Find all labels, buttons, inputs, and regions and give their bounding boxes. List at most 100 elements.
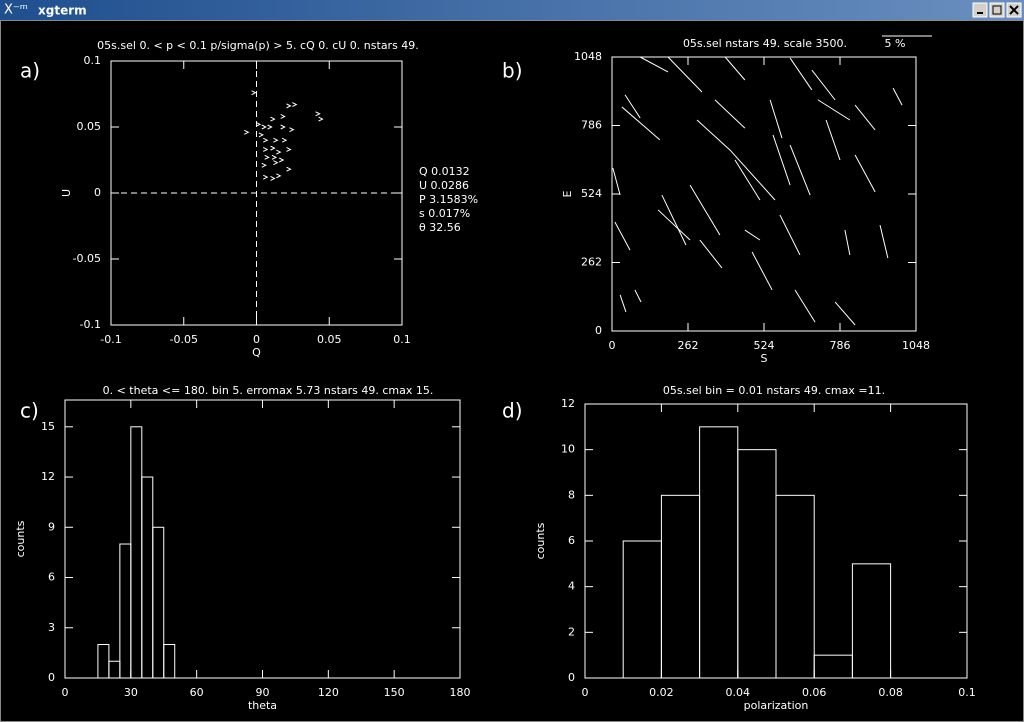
x-tick-label: 180 [450,686,471,699]
maximize-icon [992,5,1002,15]
panel-label: d) [502,399,523,423]
histogram-bar [775,494,815,679]
polarization-vector [667,56,703,93]
x-axis-label: Q [252,346,261,359]
data-point [281,137,288,143]
histogram-bar [163,644,176,679]
y-tick-label: 6 [568,534,575,547]
data-point [286,166,292,172]
y-tick-label: 2 [568,625,575,638]
data-point [315,111,321,117]
chart-title: 05s.sel 0. < p < 0.1 p/sigma(p) > 5. cQ … [97,39,419,52]
x-tick-label: 120 [318,686,339,699]
y-tick-label: 12 [561,397,575,410]
x-tick-label: 786 [830,339,851,352]
data-point [279,157,285,163]
y-axis-label: U [60,189,73,197]
x-tick-label: 60 [190,686,204,699]
x-tick-label: 0 [582,686,589,699]
maximize-button[interactable] [989,2,1005,18]
y-tick-label: 0.05 [77,120,102,133]
polarization-vector [621,106,661,141]
x-tick-label: 90 [256,686,270,699]
polarization-vector [661,194,687,246]
y-axis-label: E [561,190,574,197]
panel-label: a) [20,59,40,83]
y-tick-label: -0.05 [73,252,101,265]
polarization-vector [794,289,816,323]
polarization-vector [844,229,851,256]
polarization-vector [614,221,631,251]
data-point [270,145,276,151]
polarization-vector [825,119,841,161]
polarization-vector [817,99,851,121]
data-point [318,116,324,122]
y-tick-label: 8 [568,488,575,501]
polarization-vector [879,224,889,259]
data-point [261,124,267,130]
polarization-vector [619,294,627,313]
scale-label: 5 % [885,37,906,50]
x-tick-label: 524 [754,339,775,352]
data-point [270,176,276,181]
y-tick-label: 0 [48,671,55,684]
title-bar [0,0,1024,20]
chart-title: 05s.sel nstars 49. scale 3500. [683,37,847,50]
data-point [267,124,273,130]
polarization-vector [751,251,773,291]
polarization-vector [714,99,746,129]
x-tick-label: 0.02 [649,686,674,699]
data-point [271,154,278,160]
x-tick-label: 150 [384,686,405,699]
chart-title: 0. < theta <= 180. bin 5. erromax 5.73 n… [103,384,434,397]
histogram-bar [152,526,165,679]
data-point [273,137,279,143]
x-tick-label: 0.08 [878,686,903,699]
x-axis-label: polarization [744,699,809,712]
minimize-button[interactable] [972,2,988,18]
y-tick-label: 9 [48,520,55,533]
x-tick-label: -0.1 [100,333,121,346]
y-tick-label: 10 [561,443,575,456]
polarization-vector [639,56,669,73]
data-point [276,149,282,155]
polarization-vector [779,214,801,256]
x-tick-label: 0.1 [958,686,976,699]
y-tick-label: -0.1 [80,318,101,331]
data-point [286,146,292,152]
polarization-vector [769,99,783,139]
data-point [251,90,257,96]
y-tick-label: 12 [41,470,55,483]
data-point [292,102,298,108]
panel-label: c) [20,399,39,423]
window-buttons [972,2,1022,18]
annotation: P 3.1583% [419,193,478,206]
y-tick-label: 4 [568,580,575,593]
x-tick-label: 0 [253,333,260,346]
x-tick-label: 0.04 [726,686,751,699]
polarization-vector [724,56,746,81]
x-axis-label: theta [248,699,277,712]
data-point [263,146,269,152]
y-tick-label: 0 [94,186,101,199]
polarization-vector [689,184,721,236]
y-axis-label: counts [534,522,547,559]
annotation: Q 0.0132 [419,165,470,178]
x-tick-label: 0.1 [393,333,411,346]
x-axis-label: S [761,352,768,365]
polarization-vector [789,57,813,91]
y-tick-label: 1048 [574,50,602,63]
y-tick-label: 0.1 [84,54,102,67]
polarization-vector [772,134,791,186]
data-point [244,129,250,135]
polarization-vector [634,289,642,303]
y-tick-label: 3 [48,621,55,634]
polarization-vector [734,159,761,201]
window-icon[interactable]: X⁻ᵐ [4,3,28,18]
annotation: U 0.0286 [419,179,469,192]
data-point [289,127,295,133]
data-point [264,154,270,160]
polarization-vector [696,119,731,151]
